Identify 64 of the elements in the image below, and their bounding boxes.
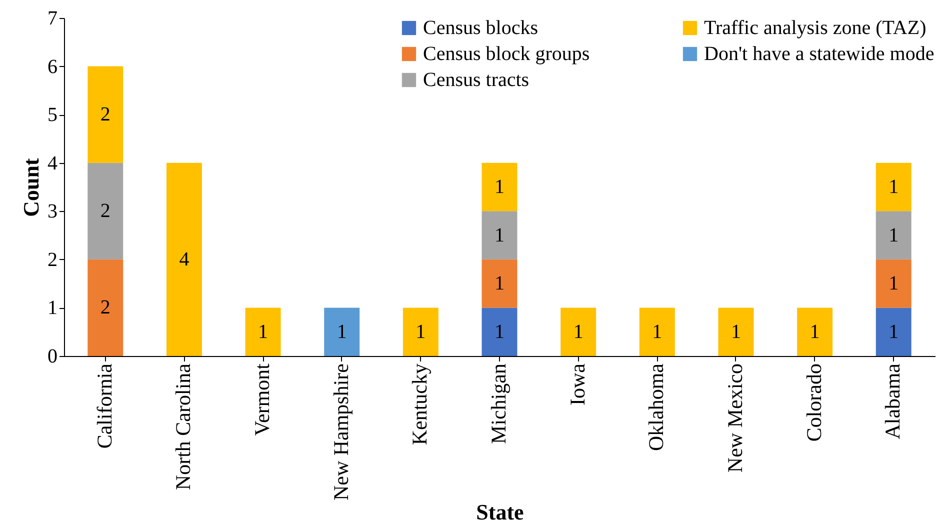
legend-label: Census tracts [423, 69, 530, 91]
legend-label: Census blocks [423, 17, 538, 39]
bar [639, 308, 675, 356]
x-tick-label: Kentucky [408, 363, 432, 446]
y-tick-label: 1 [48, 297, 58, 320]
bar [560, 308, 596, 356]
data-label: 1 [888, 176, 899, 198]
bar [88, 162, 124, 260]
data-label: 4 [179, 248, 190, 270]
y-tick-label: 3 [48, 200, 58, 223]
x-tick-label: Michigan [486, 363, 510, 444]
bar [402, 308, 438, 356]
bar [482, 162, 518, 212]
x-tick-label: California [92, 362, 116, 449]
data-label: 2 [100, 296, 110, 319]
bar [876, 259, 912, 308]
data-label: 1 [416, 320, 426, 343]
x-tick-label: Alabama [880, 362, 905, 440]
x-tick-label: New Mexico [722, 364, 747, 473]
x-axis-title: State [476, 500, 524, 525]
data-label: 1 [336, 320, 347, 343]
bar [718, 308, 754, 356]
y-axis-title: Count [18, 157, 44, 217]
data-label: 1 [494, 176, 504, 198]
bar [166, 162, 202, 356]
legend-label: Traffic analysis zone (TAZ) [704, 17, 926, 39]
data-label: 1 [810, 320, 820, 343]
bar [88, 259, 124, 356]
bar [482, 308, 518, 356]
bar [876, 211, 912, 260]
x-tick-label: New Hampshire [328, 364, 353, 501]
x-tick-label: Iowa [565, 362, 590, 406]
bar [482, 259, 518, 308]
x-tick-label: Oklahoma [644, 362, 668, 451]
bar [88, 66, 124, 163]
y-tick-label: 7 [48, 8, 58, 30]
bar [324, 308, 360, 356]
legend-label: Don't have a statewide mode [704, 43, 934, 65]
data-label: 1 [494, 272, 504, 295]
data-label: 1 [888, 272, 899, 295]
y-tick-label: 4 [48, 152, 58, 174]
bar [876, 162, 912, 212]
bar [797, 308, 833, 356]
x-tick-label: Vermont [250, 363, 274, 436]
y-tick-label: 2 [48, 248, 58, 271]
x-tick-label: Colorado [802, 364, 826, 442]
bar [482, 211, 518, 260]
y-tick-label: 6 [48, 56, 58, 78]
data-label: 1 [494, 224, 504, 246]
data-label: 2 [100, 200, 110, 222]
data-label: 1 [888, 320, 899, 343]
data-label: 1 [258, 320, 268, 343]
data-label: 1 [494, 320, 504, 343]
data-label: 1 [730, 320, 741, 343]
data-label: 1 [652, 320, 662, 343]
legend-label: Census block groups [423, 43, 590, 65]
data-label: 1 [888, 224, 899, 246]
bar [876, 308, 912, 356]
data-label: 1 [573, 320, 584, 343]
y-tick-label: 0 [48, 346, 58, 368]
bar [245, 308, 281, 356]
x-tick-label: North Carolina [171, 362, 196, 490]
y-tick-label: 5 [48, 104, 58, 126]
data-label: 2 [100, 104, 110, 126]
